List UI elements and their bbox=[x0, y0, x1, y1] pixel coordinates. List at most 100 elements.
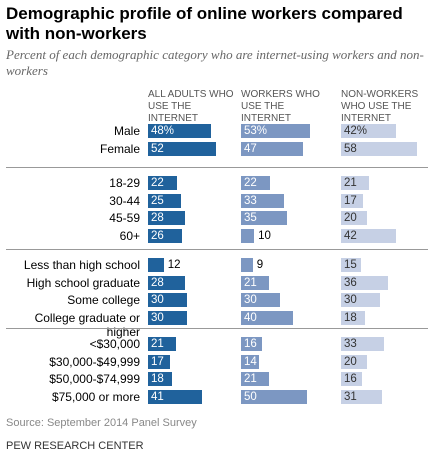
bar bbox=[148, 141, 217, 156]
bar bbox=[241, 390, 307, 405]
bar bbox=[341, 372, 362, 387]
value-label: 58 bbox=[344, 142, 357, 155]
separator bbox=[6, 167, 428, 168]
value-label: 30 bbox=[151, 312, 164, 325]
separator bbox=[6, 249, 428, 250]
legend-header: WORKERS WHO USE THE INTERNET bbox=[241, 89, 320, 124]
value-label: 40 bbox=[244, 312, 257, 325]
bar bbox=[148, 275, 185, 290]
bar bbox=[341, 293, 381, 308]
bar bbox=[241, 176, 270, 190]
value-label: 28 bbox=[151, 212, 164, 225]
value-label: 48% bbox=[151, 125, 175, 137]
value-label: 30 bbox=[244, 294, 257, 307]
bar bbox=[241, 193, 285, 208]
value-label: 42% bbox=[344, 125, 368, 137]
bar bbox=[148, 211, 185, 226]
value-label: 28 bbox=[151, 276, 164, 289]
category-label: $30,000-$49,999 bbox=[49, 354, 140, 369]
value-label: 41 bbox=[151, 391, 164, 404]
value-label: 26 bbox=[151, 230, 164, 243]
category-label: <$30,000 bbox=[89, 337, 140, 351]
value-label: 14 bbox=[244, 355, 257, 368]
category-label: College graduate or higher bbox=[34, 311, 140, 340]
bar bbox=[341, 311, 365, 326]
value-label: 18 bbox=[151, 373, 164, 386]
category-label: $75,000 or more bbox=[51, 390, 140, 405]
category-label: 60+ bbox=[119, 229, 140, 244]
bar bbox=[341, 229, 397, 244]
bar bbox=[148, 372, 172, 387]
bar bbox=[148, 354, 171, 369]
category-label: 30-44 bbox=[109, 193, 140, 208]
bar bbox=[241, 311, 294, 326]
bar bbox=[341, 124, 397, 138]
value-label: 16 bbox=[344, 373, 357, 386]
value-label: 36 bbox=[344, 276, 357, 289]
category-label: $50,000-$74,999 bbox=[49, 372, 140, 387]
bar bbox=[148, 258, 164, 272]
bar bbox=[341, 337, 385, 351]
value-label: 20 bbox=[344, 212, 357, 225]
bar bbox=[241, 258, 253, 272]
value-label: 16 bbox=[244, 338, 257, 350]
value-label: 33 bbox=[344, 338, 357, 350]
value-label: 21 bbox=[244, 276, 257, 289]
legend-header: NON-WORKERS WHO USE THE INTERNET bbox=[341, 89, 419, 124]
value-label: 10 bbox=[258, 230, 271, 243]
value-label: 30 bbox=[151, 294, 164, 307]
bar bbox=[241, 124, 311, 138]
value-label: 21 bbox=[344, 177, 357, 189]
value-label: 52 bbox=[151, 142, 164, 155]
value-label: 15 bbox=[344, 259, 357, 271]
bar bbox=[241, 293, 281, 308]
bar bbox=[241, 211, 287, 226]
bar bbox=[341, 211, 368, 226]
bar bbox=[341, 354, 368, 369]
category-label: Female bbox=[99, 141, 140, 156]
bar bbox=[148, 229, 183, 244]
bar bbox=[148, 176, 177, 190]
bar bbox=[148, 337, 176, 351]
chart-subtitle: Percent of each demographic category who… bbox=[6, 47, 424, 78]
bar bbox=[341, 176, 369, 190]
category-label: 18-29 bbox=[109, 176, 140, 190]
bar bbox=[341, 141, 417, 156]
value-label: 21 bbox=[244, 373, 257, 386]
separator bbox=[6, 328, 428, 329]
value-label: 35 bbox=[244, 212, 257, 225]
chart-title: Demographic profile of online workers co… bbox=[6, 4, 403, 43]
value-label: 31 bbox=[344, 391, 357, 404]
bar bbox=[241, 337, 262, 351]
value-label: 53% bbox=[244, 125, 268, 137]
bar bbox=[148, 390, 202, 405]
legend-header: ALL ADULTS WHO USE THE INTERNET bbox=[148, 89, 234, 124]
bar bbox=[241, 372, 269, 387]
bar bbox=[341, 275, 389, 290]
value-label: 25 bbox=[151, 194, 164, 207]
value-label: 17 bbox=[151, 355, 164, 368]
value-label: 50 bbox=[244, 391, 257, 404]
source-note: Source: September 2014 Panel Survey bbox=[6, 417, 197, 429]
category-label: High school graduate bbox=[26, 275, 140, 290]
category-label: 45-59 bbox=[109, 211, 140, 226]
value-label: 21 bbox=[151, 338, 164, 350]
bar bbox=[148, 311, 188, 326]
bar bbox=[241, 229, 255, 244]
bar bbox=[341, 390, 382, 405]
value-label: 42 bbox=[344, 230, 357, 243]
category-label: Some college bbox=[67, 293, 140, 308]
category-label: Less than high school bbox=[23, 258, 140, 272]
bar bbox=[341, 258, 361, 272]
value-label: 22 bbox=[244, 177, 257, 189]
value-label: 9 bbox=[256, 259, 264, 271]
bar bbox=[341, 193, 364, 208]
bar bbox=[148, 293, 188, 308]
bar bbox=[241, 141, 303, 156]
bar bbox=[148, 193, 181, 208]
bar bbox=[241, 354, 260, 369]
credit: PEW RESEARCH CENTER bbox=[6, 440, 144, 452]
value-label: 47 bbox=[244, 142, 257, 155]
bar bbox=[241, 275, 269, 290]
